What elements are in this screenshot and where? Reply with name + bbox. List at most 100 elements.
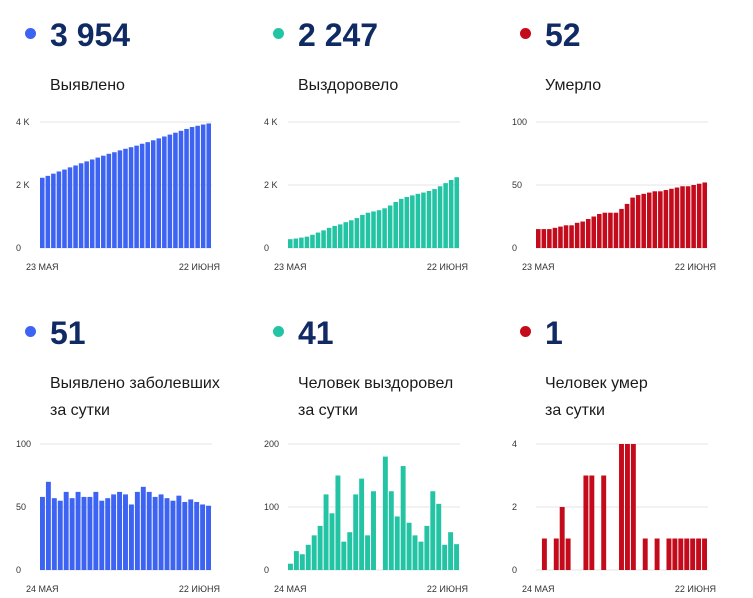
x-start-label: 23 МАЯ [26,262,59,272]
x-start-label: 24 МАЯ [274,584,307,594]
x-start-label: 24 МАЯ [522,584,555,594]
y-tick-label: 0 [264,243,269,253]
x-end-label: 22 ИЮНЯ [179,584,220,594]
bar [341,541,347,570]
bar [164,498,170,570]
green-dot-icon [273,326,284,337]
bar [454,544,459,570]
bar [448,179,454,248]
y-tick-label: 4 [512,439,517,449]
bar [112,152,117,248]
blue-dot-icon [25,326,36,337]
bar [45,481,51,570]
bar [630,444,636,570]
bar [563,225,569,248]
bar [443,183,448,248]
bar [589,475,595,570]
bar [167,134,173,248]
bar [288,563,293,570]
x-end-label: 22 ИЮНЯ [427,262,468,272]
bar [93,491,99,570]
bar [321,230,326,248]
bar [332,225,337,248]
daily-died-value: 1 [545,315,563,351]
y-tick-label: 2 [512,502,517,512]
bar [188,499,194,570]
bar [45,175,51,248]
blue-dot-icon [25,28,36,39]
daily-identified-value: 51 [50,315,86,351]
bar [89,159,95,248]
bar [305,544,311,570]
bar [678,538,684,570]
bar [424,525,430,570]
bar [591,216,597,248]
bar [176,495,182,570]
bar [347,532,353,570]
bar [553,538,559,570]
bar [173,132,178,248]
y-tick-label: 100 [512,117,527,127]
bar [117,491,123,570]
daily-died-label: Человек умер за сутки [545,375,648,419]
bar [81,496,87,570]
daily-identified-label: Выявлено заболевших за сутки [50,375,220,419]
bar [360,214,365,248]
x-end-label: 22 ИЮНЯ [427,584,468,594]
bar [437,186,443,248]
y-tick-label: 2 K [16,180,30,190]
bar [398,198,404,248]
bar [690,538,696,570]
bar [73,165,78,248]
bar [349,220,354,248]
bar [674,187,680,248]
bar [430,491,436,570]
recovered-cumulative-chart: 0 2 K 4 K 23 МАЯ 22 ИЮНЯ [264,117,468,272]
bar [382,208,387,248]
bar [288,239,293,248]
bar [178,130,184,248]
bar [139,143,145,248]
bar [702,182,707,248]
bar [51,173,56,248]
bar [371,211,376,248]
bar [388,491,394,570]
bar [601,475,607,570]
bar [547,229,552,248]
bar [134,145,139,249]
bar [635,195,641,248]
bar [404,196,410,248]
daily-recovered-chart: 0 100 200 24 МАЯ 22 ИЮНЯ [264,439,468,594]
bar [337,224,343,249]
bar [195,125,200,248]
bar [597,213,602,248]
y-tick-label: 200 [264,439,279,449]
bar [200,504,206,570]
bar [156,138,162,248]
bar [541,229,547,248]
bar [393,202,398,248]
died-total-label: Умерло [545,77,602,94]
bar [624,444,630,570]
died-total-value: 52 [545,17,581,53]
x-start-label: 23 МАЯ [274,262,307,272]
bar [642,538,648,570]
bar [128,147,134,248]
bar [343,222,349,248]
bar [559,507,565,570]
bar [78,163,84,248]
y-tick-label: 100 [264,502,279,512]
bar [84,161,89,249]
bar [394,516,400,570]
bar [95,157,101,248]
bar [672,538,678,570]
bar [206,505,211,570]
bar [200,124,206,248]
y-tick-label: 2 K [264,180,278,190]
bar [184,128,189,248]
bar [382,456,388,570]
bar [652,191,658,248]
bar [293,551,299,570]
bar [552,227,558,248]
bar [365,212,371,248]
